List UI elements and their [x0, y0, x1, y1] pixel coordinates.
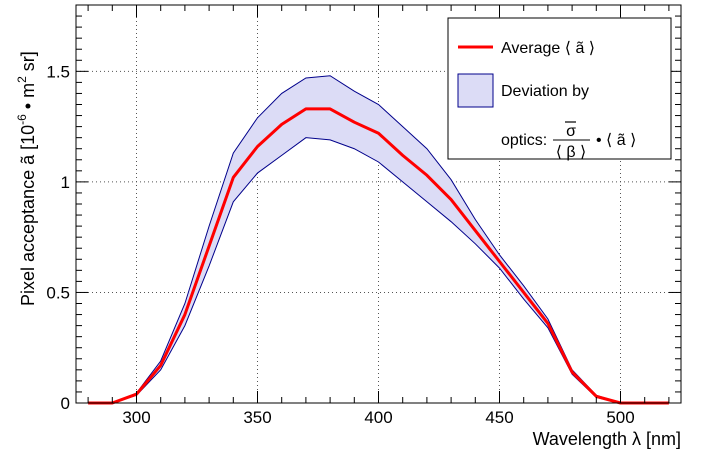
legend-fraction-denominator: ⟨ β ⟩: [556, 144, 587, 161]
legend-deviation-label: Deviation by: [501, 83, 589, 100]
deviation-band-fill: [88, 75, 669, 403]
x-tick-label: 500: [606, 408, 634, 427]
average-series: [88, 107, 670, 405]
axis-ticks: [76, 4, 681, 404]
x-axis-title: Wavelength λ [nm]: [533, 429, 681, 449]
x-tick-label: 400: [364, 408, 392, 427]
y-tick-label: 1: [61, 173, 70, 192]
y-axis-title-tail: sr]: [18, 51, 38, 76]
x-tick-label: 350: [243, 408, 271, 427]
y-axis-title-unit: • m: [18, 83, 38, 114]
x-tick-label: 450: [485, 408, 513, 427]
legend-band-swatch: [457, 73, 494, 108]
tick-labels: 300 350 400 450 500 0 0.5 1 1.5: [46, 62, 634, 427]
legend: Average ⟨ ã ⟩ Deviation by optics: σ ⟨ β…: [447, 17, 672, 161]
y-axis-title-exponent: -6: [15, 114, 29, 125]
y-tick-label: 0: [61, 394, 70, 413]
deviation-band-lower: [88, 137, 669, 404]
y-axis-title-unit-exponent: 2: [15, 76, 29, 83]
y-tick-label: 0.5: [46, 283, 70, 302]
legend-deviation-prefix: optics:: [501, 132, 547, 149]
y-axis-title-main: Pixel acceptance ã [10: [18, 125, 38, 306]
legend-fraction-suffix: • ⟨ ã ⟩: [596, 132, 636, 149]
y-axis-title: Pixel acceptance ã [10-6 • m2 sr]: [15, 51, 38, 306]
legend-average-label: Average ⟨ ã ⟩: [501, 40, 595, 57]
legend-fraction-numerator: σ: [566, 123, 576, 140]
y-tick-label: 1.5: [46, 62, 70, 81]
x-tick-label: 300: [122, 408, 150, 427]
